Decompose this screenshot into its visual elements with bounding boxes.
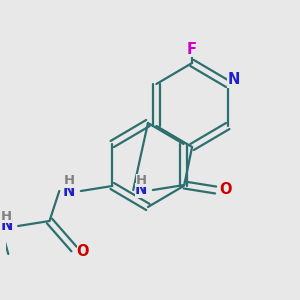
Text: H: H: [136, 173, 147, 187]
Text: N: N: [135, 182, 147, 197]
Text: H: H: [1, 209, 12, 223]
Text: N: N: [0, 218, 13, 233]
Text: H: H: [64, 175, 75, 188]
Text: N: N: [63, 184, 75, 199]
Text: F: F: [187, 41, 197, 56]
Text: O: O: [219, 182, 232, 197]
Text: N: N: [227, 73, 240, 88]
Text: O: O: [76, 244, 89, 260]
